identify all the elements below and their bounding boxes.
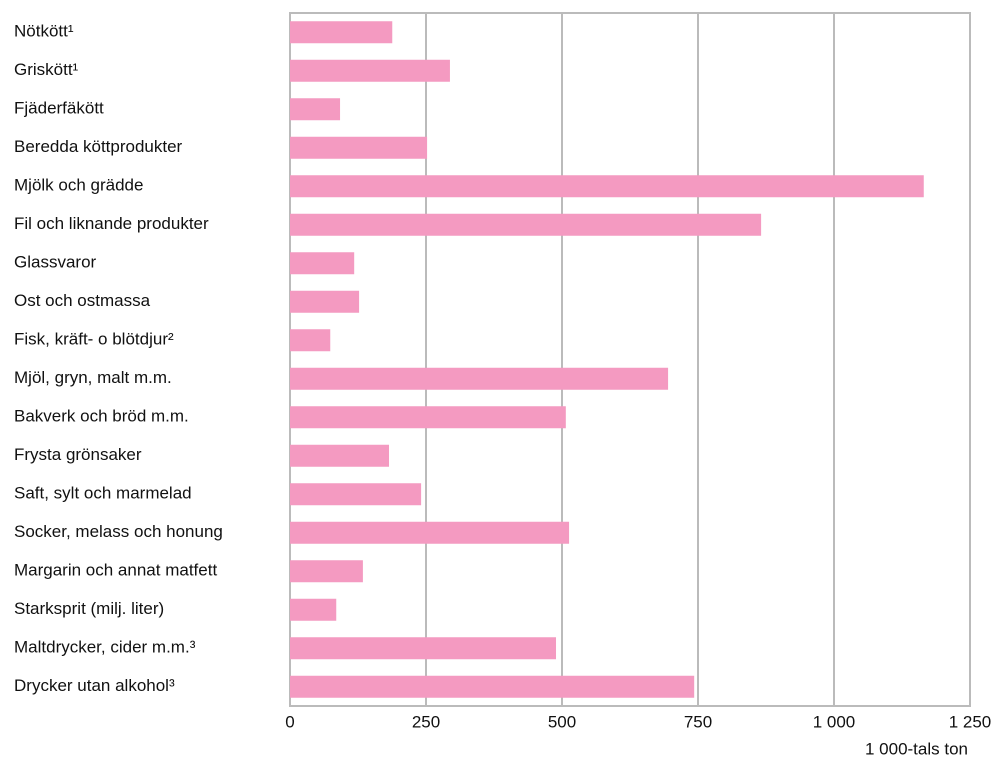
y-tick-label: Mjöl, gryn, malt m.m. <box>14 368 172 387</box>
y-tick-label: Mjölk och grädde <box>14 176 143 195</box>
bar <box>290 290 360 313</box>
y-tick-label: Fjäderfäkött <box>14 99 104 118</box>
y-tick-label: Ost och ostmassa <box>14 291 151 310</box>
bar <box>290 637 557 660</box>
y-tick-label: Fil och liknande produkter <box>14 214 209 233</box>
bar <box>290 444 390 467</box>
bar <box>290 213 762 236</box>
x-tick-label: 1 250 <box>949 712 992 731</box>
bar <box>290 252 355 275</box>
plot-frame <box>289 12 971 707</box>
x-axis-label: 1 000-tals ton <box>865 739 968 758</box>
y-tick-label: Griskött¹ <box>14 60 79 79</box>
bar <box>290 98 341 121</box>
y-tick-label: Bakverk och bröd m.m. <box>14 407 189 426</box>
bar <box>290 329 331 352</box>
bar <box>290 560 363 583</box>
y-tick-label: Drycker utan alkohol³ <box>14 676 175 695</box>
bar <box>290 521 570 544</box>
x-tick-label: 0 <box>285 712 294 731</box>
bar <box>290 21 393 44</box>
bar <box>290 406 566 429</box>
y-tick-label: Glassvaror <box>14 253 97 272</box>
bar <box>290 483 422 506</box>
y-tick-label: Frysta grönsaker <box>14 445 142 464</box>
y-tick-label: Beredda köttprodukter <box>14 137 183 156</box>
x-tick-label: 750 <box>684 712 712 731</box>
x-tick-label: 1 000 <box>813 712 856 731</box>
y-tick-label: Socker, melass och honung <box>14 522 223 541</box>
bar <box>290 675 695 698</box>
bar <box>290 367 669 390</box>
y-tick-label: Saft, sylt och marmelad <box>14 484 192 503</box>
bar <box>290 598 337 621</box>
y-tick-label: Maltdrycker, cider m.m.³ <box>14 638 196 657</box>
bar <box>290 175 924 198</box>
y-tick-label: Margarin och annat matfett <box>14 561 217 580</box>
bar <box>290 136 428 159</box>
bar <box>290 59 450 82</box>
y-tick-label: Fisk, kräft- o blötdjur² <box>14 330 174 349</box>
x-tick-label: 250 <box>412 712 440 731</box>
x-tick-label: 500 <box>548 712 576 731</box>
y-tick-label: Starksprit (milj. liter) <box>14 599 164 618</box>
y-tick-label: Nötkött¹ <box>14 22 74 41</box>
